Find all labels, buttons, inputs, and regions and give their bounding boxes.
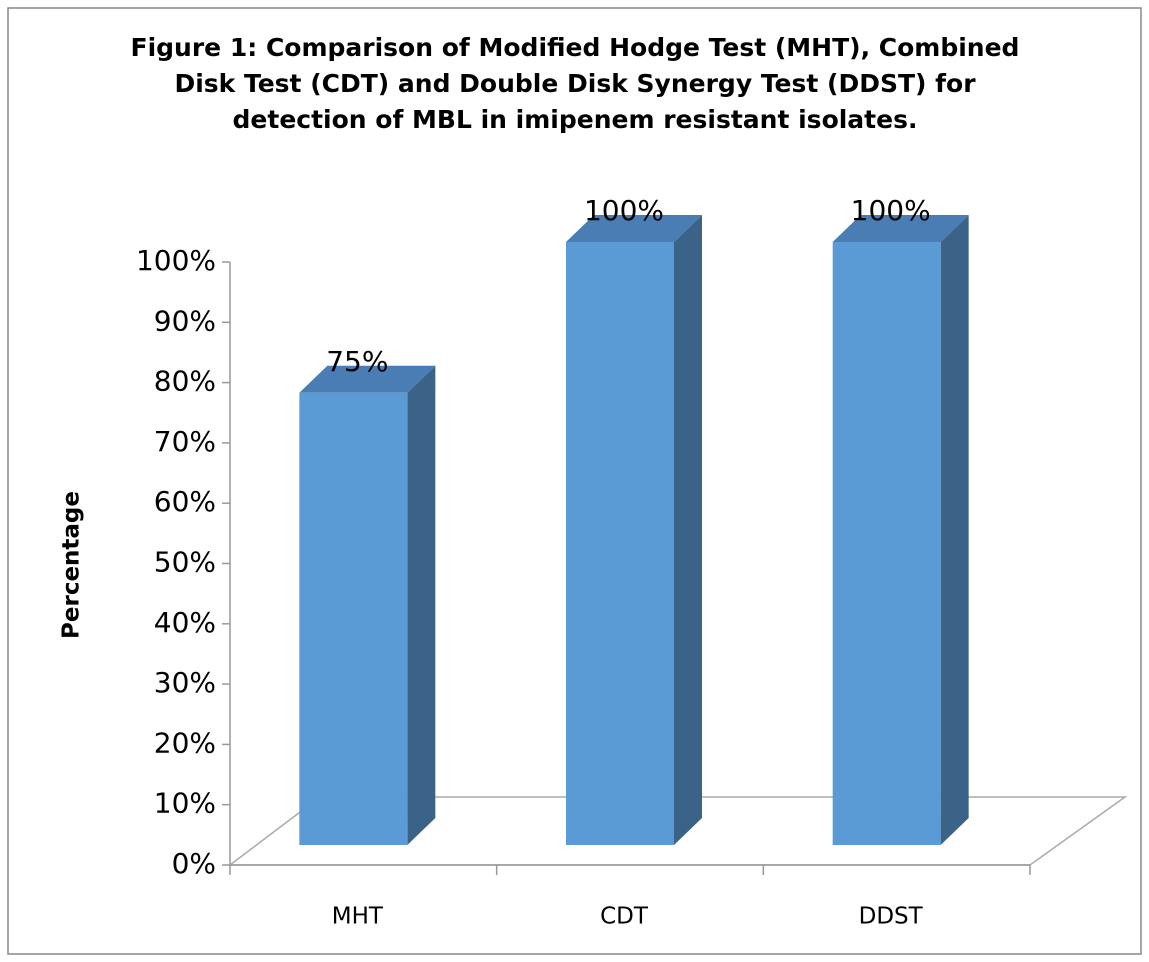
bar-top: [299, 365, 436, 393]
value-label: 100%: [851, 194, 931, 227]
bar: [566, 215, 702, 845]
y-axis-label: Percentage: [59, 491, 85, 639]
bar: [299, 365, 436, 845]
bar-top: [566, 215, 702, 242]
y-tick-label: 20%: [154, 726, 216, 759]
y-tick-label: 70%: [154, 425, 216, 458]
value-label: 75%: [326, 345, 388, 378]
value-label: 100%: [584, 194, 664, 227]
bar-front: [299, 392, 408, 845]
y-tick-label: 90%: [154, 304, 216, 337]
bar: [832, 215, 969, 845]
bar-front: [566, 242, 674, 845]
y-tick-label: 100%: [136, 244, 216, 277]
y-tick-label: 60%: [154, 485, 216, 518]
x-tick-label: DDST: [859, 904, 924, 930]
chart-border: [7, 7, 1142, 955]
y-tick-label: 40%: [154, 606, 216, 639]
bar-front: [832, 242, 941, 845]
x-tick-label: MHT: [332, 904, 384, 930]
y-tick-label: 0%: [172, 847, 216, 880]
y-tick-label: 10%: [154, 787, 216, 820]
bar-side: [940, 215, 969, 845]
x-tick-label: CDT: [600, 904, 649, 930]
bar-side: [674, 215, 702, 845]
y-tick-label: 30%: [154, 666, 216, 699]
bar-top: [832, 215, 969, 242]
y-tick-label: 80%: [154, 365, 216, 398]
bar-side: [407, 365, 436, 845]
chart-title: Figure 1: Comparison of Modified Hodge T…: [130, 33, 1020, 134]
y-tick-label: 50%: [154, 546, 216, 579]
